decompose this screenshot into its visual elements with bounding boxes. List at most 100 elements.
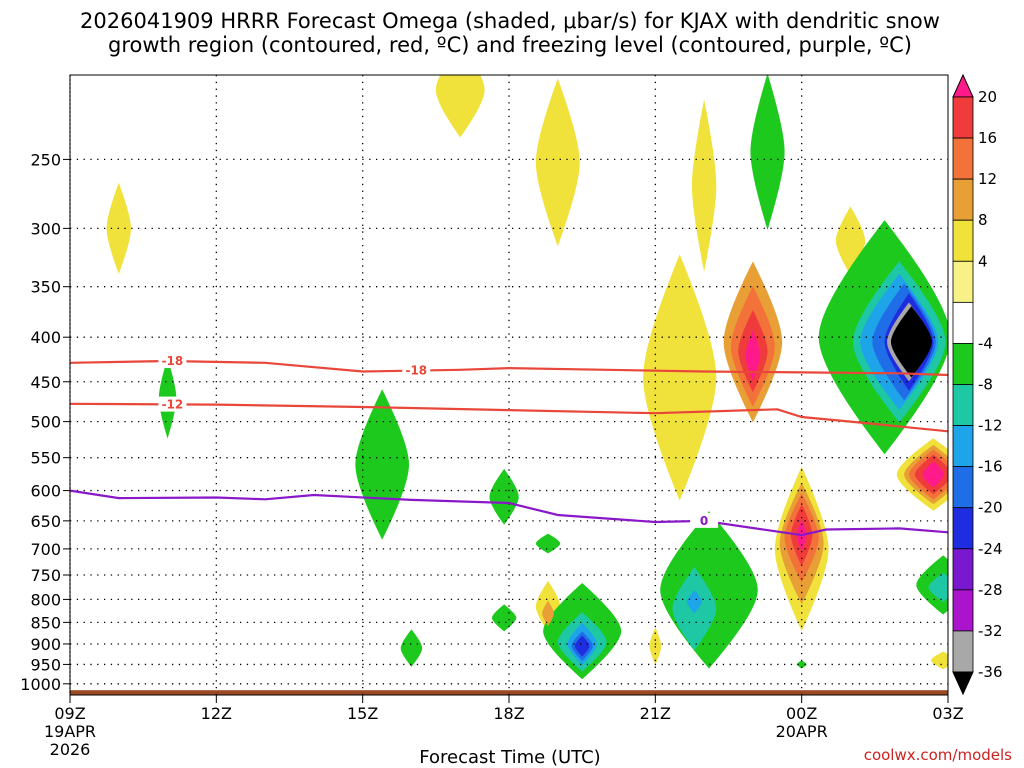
ytick-label-500: 500 xyxy=(30,413,61,432)
ytick-label-750: 750 xyxy=(30,566,61,585)
colorbar-label-13: -36 xyxy=(978,663,1003,681)
chart-title-line-1: 2026041909 HRRR Forecast Omega (shaded, … xyxy=(80,9,940,33)
ytick-label-650: 650 xyxy=(30,512,61,531)
ytick-label-850: 850 xyxy=(30,613,61,632)
xtick-label-6: 15Z xyxy=(347,704,378,723)
chart-title-line-2: growth region (contoured, red, ºC) and f… xyxy=(108,33,912,57)
ytick-label-900: 900 xyxy=(30,635,61,654)
ytick-label-800: 800 xyxy=(30,590,61,609)
colorbar-swatch-9 xyxy=(952,425,974,468)
colorbar-top-arrow xyxy=(952,73,974,98)
colorbar-label-12: -32 xyxy=(978,622,1003,640)
colorbar-swatch-6 xyxy=(952,301,974,344)
colorbar-swatch-2 xyxy=(952,137,974,180)
omega-region-neg-13 xyxy=(489,468,519,525)
omega-region-neg-15 xyxy=(400,629,423,667)
ytick-label-400: 400 xyxy=(30,328,61,347)
ytick-label-600: 600 xyxy=(30,482,61,501)
contour-line--18 xyxy=(70,359,948,377)
colorbar-label-5: -4 xyxy=(978,334,993,352)
colorbar-label-3: 8 xyxy=(978,211,988,229)
xtick-year-0: 2026 xyxy=(50,740,91,759)
omega-region-neg-14 xyxy=(535,533,561,554)
contour-label-2: -12 xyxy=(162,398,184,412)
colorbar-label-0: 20 xyxy=(978,88,997,106)
omega-region-pos-7 xyxy=(649,627,662,665)
colorbar-swatch-7 xyxy=(952,343,974,385)
colorbar-label-1: 16 xyxy=(978,129,997,147)
xtick-date-15: 20APR xyxy=(776,722,828,741)
contour-label-3: 0 xyxy=(700,514,708,528)
colorbar-bottom-arrow xyxy=(952,671,974,696)
ytick-label-450: 450 xyxy=(30,373,61,392)
contour-label-bg-1 xyxy=(402,362,431,378)
omega-region-pos-44 xyxy=(922,461,945,488)
omega-region-pos-3 xyxy=(643,254,717,501)
omega-region-neg-22 xyxy=(796,660,807,669)
omega-colorbar: 20 16 12 8 4 -4 -8 -12 -16 -20 -24 -28 -32 -36 xyxy=(952,73,1003,696)
colorbar-swatch-14 xyxy=(952,630,974,673)
plot-frame xyxy=(69,74,949,696)
colorbar-label-9: -20 xyxy=(978,499,1003,517)
contour-line--12 xyxy=(70,402,948,433)
pressure-axis-ticks: 250 300 350 400 450 500 550 600 650 700 750 800 850 9… xyxy=(20,150,70,694)
omega-region-neg-30 xyxy=(928,572,948,603)
colorbar-label-8: -16 xyxy=(978,458,1003,476)
colorbar-swatch-8 xyxy=(952,384,974,426)
colorbar-swatch-1 xyxy=(952,96,974,139)
contour-line-0 xyxy=(70,489,948,537)
omega-region-neg-45 xyxy=(574,635,590,657)
contour-label-1: -18 xyxy=(405,364,427,378)
colorbar-swatch-11 xyxy=(952,507,974,550)
colorbar-swatch-10 xyxy=(952,466,974,509)
ground-surface xyxy=(70,690,948,695)
omega-region-neg-36 xyxy=(687,590,702,614)
omega-region-pos-2 xyxy=(535,78,580,247)
colorbar-swatch-3 xyxy=(952,178,974,221)
xtick-label-15: 00Z xyxy=(786,704,817,723)
colorbar-label-7: -12 xyxy=(978,417,1003,435)
ytick-label-300: 300 xyxy=(30,219,61,238)
ytick-label-1000: 1000 xyxy=(20,675,61,694)
colorbar-swatch-4 xyxy=(952,219,974,262)
xtick-label-0: 09Z xyxy=(54,704,85,723)
xtick-label-3: 12Z xyxy=(201,704,232,723)
ytick-label-550: 550 xyxy=(30,449,61,468)
omega-region-pos-42 xyxy=(745,330,761,381)
temperature-contours: -18 -18 -12 0 xyxy=(70,353,948,537)
xtick-label-12: 21Z xyxy=(640,704,671,723)
omega-region-pos-26 xyxy=(542,600,554,627)
colorbar-label-2: 12 xyxy=(978,170,997,188)
x-axis-label: Forecast Time (UTC) xyxy=(419,747,600,768)
omega-region-pos-1 xyxy=(435,75,485,138)
colorbar-label-11: -28 xyxy=(978,581,1003,599)
omega-region-neg-12 xyxy=(355,389,410,540)
omega-shading xyxy=(106,75,948,680)
omega-region-neg-19 xyxy=(750,75,785,231)
omega-region-pos-4 xyxy=(691,99,717,272)
colorbar-label-4: 4 xyxy=(978,252,988,270)
contour-label-bg-0 xyxy=(158,353,187,369)
colorbar-swatch-5 xyxy=(952,260,974,303)
plot-axes xyxy=(69,74,949,696)
xtick-date-0: 19APR xyxy=(44,722,96,741)
colorbar-label-6: -8 xyxy=(978,376,993,394)
xtick-label-9: 18Z xyxy=(493,704,524,723)
omega-region-neg-48 xyxy=(890,306,932,378)
colorbar-swatch-13 xyxy=(952,589,974,632)
xtick-label-18: 03Z xyxy=(932,704,963,723)
contour-label-0: -18 xyxy=(162,354,184,368)
ytick-label-350: 350 xyxy=(30,278,61,297)
ytick-label-250: 250 xyxy=(30,150,61,169)
contour-label-bg-2 xyxy=(158,396,187,412)
omega-region-neg-16 xyxy=(491,604,517,632)
contour-label-bg-3 xyxy=(690,512,719,528)
ytick-label-700: 700 xyxy=(30,540,61,559)
ground-strip xyxy=(70,690,948,695)
plot-gridlines xyxy=(70,75,948,695)
colorbar-swatch-12 xyxy=(952,548,974,591)
omega-region-pos-10 xyxy=(930,651,948,670)
colorbar-label-10: -24 xyxy=(978,540,1003,558)
